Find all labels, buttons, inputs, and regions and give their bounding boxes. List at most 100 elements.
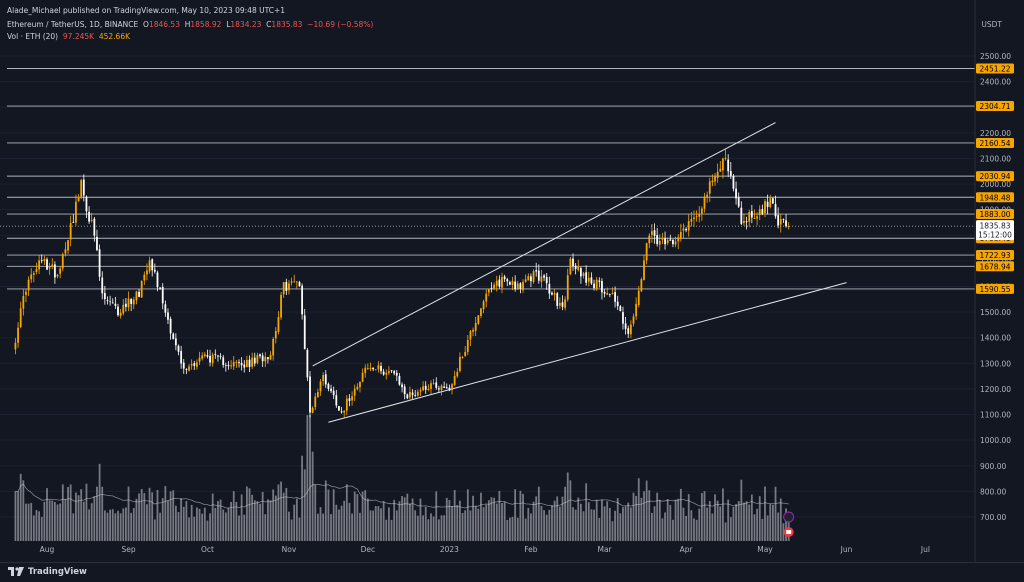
volume-bar xyxy=(217,501,219,541)
trendlines xyxy=(312,122,847,423)
candle-body xyxy=(148,260,151,272)
level-tag xyxy=(976,283,1014,294)
candle-body xyxy=(750,211,753,218)
volume-bar xyxy=(206,520,209,541)
candle-body xyxy=(424,385,427,390)
volume-bar xyxy=(516,517,519,541)
candle-body xyxy=(548,283,551,294)
volume-bar xyxy=(558,506,561,541)
volume-bar xyxy=(64,499,67,541)
y-tick-label: 1200.00 xyxy=(980,385,1011,394)
trendline-lower[interactable] xyxy=(328,282,847,423)
volume-bar xyxy=(167,500,169,541)
countdown-label: 15:12:00 xyxy=(978,231,1012,240)
candle-body xyxy=(545,276,548,284)
volume-bar xyxy=(72,513,75,541)
y-tick-label: 700.00 xyxy=(980,513,1006,522)
volume-bar xyxy=(682,507,685,541)
candle-body xyxy=(414,395,417,397)
volume-bar xyxy=(779,498,782,541)
volume-bar xyxy=(122,508,125,541)
candle-body xyxy=(782,219,785,220)
currency-unit[interactable]: USDT xyxy=(981,20,1002,29)
volume-bar xyxy=(177,512,180,541)
volume-bar xyxy=(280,481,282,541)
trendline-upper[interactable] xyxy=(312,122,776,367)
close-value: 1835.83 xyxy=(271,20,303,29)
volume-label[interactable]: Vol · ETH (20) xyxy=(7,32,59,41)
candle-body xyxy=(779,219,782,225)
volume-bar xyxy=(127,486,130,541)
level-tag-label: 2304.71 xyxy=(979,102,1010,111)
brand-name: TradingView xyxy=(28,567,87,577)
candle-body xyxy=(127,298,130,308)
volume-bar xyxy=(138,493,140,541)
candle-body xyxy=(203,354,206,357)
price-axis: 2500.002400.002300.002200.002100.002000.… xyxy=(974,0,1014,562)
candle-body xyxy=(637,290,640,305)
volume-bar xyxy=(645,480,648,541)
volume-bar xyxy=(761,518,764,541)
candle-body xyxy=(311,407,314,413)
candle-body xyxy=(785,220,787,227)
volume-bar xyxy=(248,488,251,541)
candle-body xyxy=(314,396,317,408)
volume-bar xyxy=(264,514,267,541)
x-tick-label: Sep xyxy=(121,545,135,554)
volume-bar xyxy=(614,510,616,541)
candle-body xyxy=(40,260,43,262)
volume-bar xyxy=(132,508,135,541)
volume-bar xyxy=(666,499,669,541)
candle-body xyxy=(608,294,611,296)
volume-bar xyxy=(685,515,687,541)
volume-bar xyxy=(619,513,622,541)
volume-bar xyxy=(251,494,254,541)
volume-bar xyxy=(53,501,56,541)
volume-bar xyxy=(30,502,33,541)
volume-bar xyxy=(377,506,380,541)
dividend-marker-icon[interactable] xyxy=(783,511,795,523)
symbol-text[interactable]: Ethereum / TetherUS, 1D, BINANCE xyxy=(7,20,139,29)
volume-bar xyxy=(474,506,477,541)
event-markers[interactable] xyxy=(783,511,795,537)
volume-bar xyxy=(172,490,175,541)
candle-body xyxy=(161,286,164,304)
volume-bar xyxy=(735,504,737,541)
volume-bar xyxy=(293,504,296,541)
candle-body xyxy=(787,226,790,228)
volume-ma-line xyxy=(15,483,789,509)
volume-bars xyxy=(14,415,790,541)
volume-bar xyxy=(43,501,46,541)
candle-body xyxy=(737,197,740,207)
volume-bar xyxy=(566,472,569,541)
volume-bar xyxy=(714,494,716,541)
candle-body xyxy=(419,390,422,392)
candle-body xyxy=(80,180,83,197)
volume-bar xyxy=(629,507,632,541)
candle-body xyxy=(711,180,714,183)
volume-bar xyxy=(582,511,585,541)
volume-bar xyxy=(748,504,751,541)
volume-bar xyxy=(385,519,388,541)
candle-body xyxy=(348,398,351,402)
y-tick-label: 2000.00 xyxy=(980,180,1011,189)
volume-bar xyxy=(764,486,766,541)
volume-bar xyxy=(669,504,672,541)
x-tick-label: Aug xyxy=(40,545,55,554)
candle-body xyxy=(561,302,564,307)
volume-bar xyxy=(693,518,695,541)
candle-body xyxy=(117,306,119,316)
candle-body xyxy=(535,270,538,272)
candle-body xyxy=(193,363,196,366)
tradingview-logo[interactable]: TradingView xyxy=(8,567,87,577)
candle-body xyxy=(211,354,214,364)
candle-body xyxy=(277,317,280,333)
candle-body xyxy=(616,301,619,307)
candle-body xyxy=(585,272,588,283)
candle-body xyxy=(477,315,480,324)
volume-bar xyxy=(632,492,635,541)
volume-bar xyxy=(85,483,88,541)
candle-body xyxy=(248,359,251,368)
candle-body xyxy=(627,328,630,334)
